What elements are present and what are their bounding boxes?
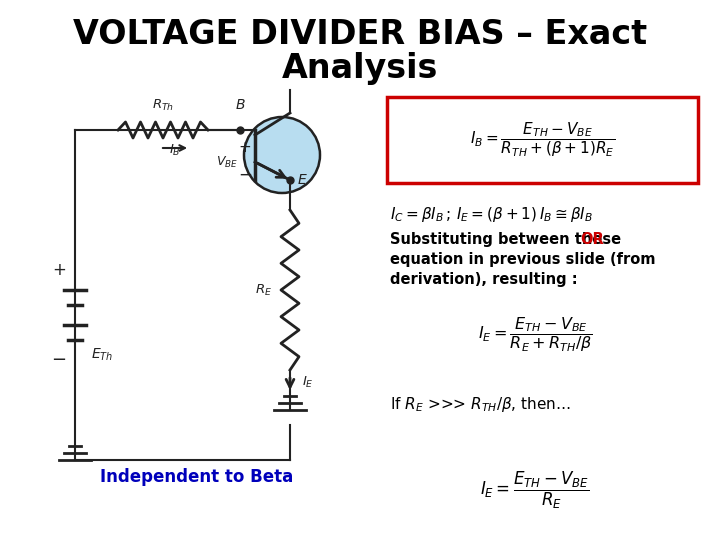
Text: +: + [52,261,66,279]
FancyBboxPatch shape [387,97,698,183]
Text: Analysis: Analysis [282,52,438,85]
Text: $R_{Th}$: $R_{Th}$ [152,98,174,113]
Text: B: B [235,98,245,112]
Text: +: + [238,139,251,154]
Text: −: − [51,351,66,369]
Text: OR: OR [580,232,604,247]
Text: $E_{Th}$: $E_{Th}$ [91,347,113,363]
Text: $I_E = \dfrac{E_{TH} - V_{BE}}{R_E + R_{TH}/\beta}$: $I_E = \dfrac{E_{TH} - V_{BE}}{R_E + R_{… [477,316,593,354]
Text: $I_E$: $I_E$ [302,374,314,389]
Text: If $R_E$ >>> $R_{TH}/\beta$, then…: If $R_E$ >>> $R_{TH}/\beta$, then… [390,395,571,414]
Circle shape [244,117,320,193]
Text: VOLTAGE DIVIDER BIAS – Exact: VOLTAGE DIVIDER BIAS – Exact [73,18,647,51]
Text: derivation), resulting :: derivation), resulting : [390,272,577,287]
Text: E: E [298,173,307,187]
Text: −: − [238,166,252,184]
Text: $I_B = \dfrac{E_{TH} - V_{BE}}{R_{TH} + (\beta+1)R_E}$: $I_B = \dfrac{E_{TH} - V_{BE}}{R_{TH} + … [470,121,615,159]
Text: Substituting between these: Substituting between these [390,232,626,247]
Text: $I_C = \beta I_B\,;\,I_E = (\beta + 1)\,I_B \cong \beta I_B$: $I_C = \beta I_B\,;\,I_E = (\beta + 1)\,… [390,205,593,224]
Text: equation in previous slide (from: equation in previous slide (from [390,252,655,267]
Text: $I_E = \dfrac{E_{TH} - V_{BE}}{R_E}$: $I_E = \dfrac{E_{TH} - V_{BE}}{R_E}$ [480,469,590,511]
Text: $R_E$: $R_E$ [255,282,272,298]
Text: Independent to Beta: Independent to Beta [100,468,293,486]
Text: $I_B$: $I_B$ [169,143,181,158]
Text: $V_{BE}$: $V_{BE}$ [216,154,238,170]
